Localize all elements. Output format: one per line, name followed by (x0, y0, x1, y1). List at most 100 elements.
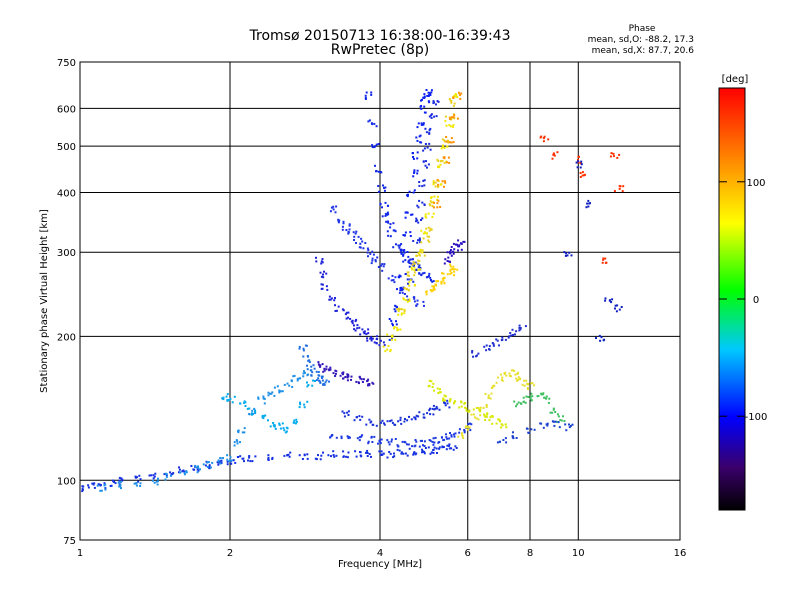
data-point (565, 252, 568, 255)
data-point (495, 422, 498, 425)
data-point (397, 420, 400, 423)
data-point (415, 452, 418, 455)
data-point (452, 242, 455, 245)
data-point (419, 248, 422, 251)
data-point (358, 326, 361, 329)
data-point (433, 195, 436, 198)
data-point (571, 423, 574, 426)
stats-line-x: mean, sd,X: 87.7, 20.6 (592, 46, 695, 56)
data-point (422, 300, 425, 303)
data-point (246, 407, 249, 410)
data-point (410, 266, 413, 269)
data-point (429, 407, 431, 410)
data-point (366, 452, 369, 454)
data-point (321, 379, 324, 382)
data-point (581, 174, 584, 177)
data-point (448, 400, 451, 403)
data-point (507, 336, 510, 339)
data-point (119, 484, 122, 487)
data-point (413, 300, 416, 303)
data-point (391, 421, 394, 424)
data-point (420, 122, 423, 125)
data-point (267, 391, 270, 394)
data-point (230, 462, 233, 465)
data-point (425, 131, 428, 134)
data-point (553, 154, 556, 157)
data-point (436, 407, 439, 410)
data-point (409, 231, 412, 234)
data-point (302, 349, 305, 352)
data-point (442, 446, 445, 448)
data-point (449, 268, 452, 271)
data-point (451, 116, 454, 119)
data-point (423, 111, 426, 114)
data-point (351, 322, 354, 325)
data-point (398, 244, 401, 247)
data-point (151, 479, 154, 482)
data-point (394, 423, 397, 426)
data-point (395, 320, 397, 323)
data-point (425, 290, 428, 293)
data-point (439, 183, 442, 186)
data-point (435, 405, 438, 408)
data-point (373, 122, 376, 125)
data-point (393, 229, 396, 232)
data-point (104, 487, 107, 490)
data-point (322, 451, 324, 454)
data-point (317, 363, 320, 366)
data-point (479, 414, 482, 417)
data-point (408, 447, 411, 450)
data-point (400, 422, 403, 425)
data-point (461, 435, 464, 438)
data-point (384, 186, 387, 189)
data-point (477, 407, 480, 409)
data-point (386, 213, 389, 216)
data-point (441, 146, 444, 148)
data-point (562, 415, 564, 418)
data-point (517, 376, 520, 379)
data-point (417, 239, 419, 242)
data-point (512, 334, 514, 336)
data-point (412, 296, 415, 299)
data-point (452, 97, 455, 99)
data-point (434, 283, 437, 286)
data-point (196, 468, 199, 471)
data-point (342, 222, 345, 225)
data-point (403, 293, 406, 295)
data-point (233, 441, 236, 444)
data-point (453, 268, 456, 271)
data-point (432, 404, 435, 407)
data-point (490, 386, 493, 389)
data-point (252, 412, 255, 415)
data-point (394, 230, 397, 233)
data-point (547, 138, 550, 141)
data-point (290, 380, 293, 383)
data-point (243, 460, 245, 463)
data-point (344, 313, 347, 316)
data-point (614, 307, 616, 310)
data-point (438, 446, 441, 449)
data-point (81, 487, 84, 490)
data-point (392, 222, 395, 225)
data-point (117, 481, 120, 484)
data-point (453, 433, 455, 436)
data-point (306, 457, 309, 460)
data-point (185, 470, 188, 473)
data-point (267, 419, 269, 422)
data-point (423, 271, 426, 274)
data-point (611, 298, 614, 301)
data-point (416, 241, 419, 244)
data-point (357, 235, 360, 238)
data-point (312, 379, 314, 382)
data-point (343, 412, 346, 415)
data-point (416, 139, 419, 142)
data-point (190, 465, 193, 467)
data-point (421, 251, 424, 254)
data-point (412, 156, 414, 158)
data-point (308, 361, 311, 363)
data-point (426, 276, 429, 278)
data-point (298, 347, 301, 350)
data-point (440, 280, 443, 283)
data-point (384, 201, 387, 204)
data-point (368, 453, 371, 455)
